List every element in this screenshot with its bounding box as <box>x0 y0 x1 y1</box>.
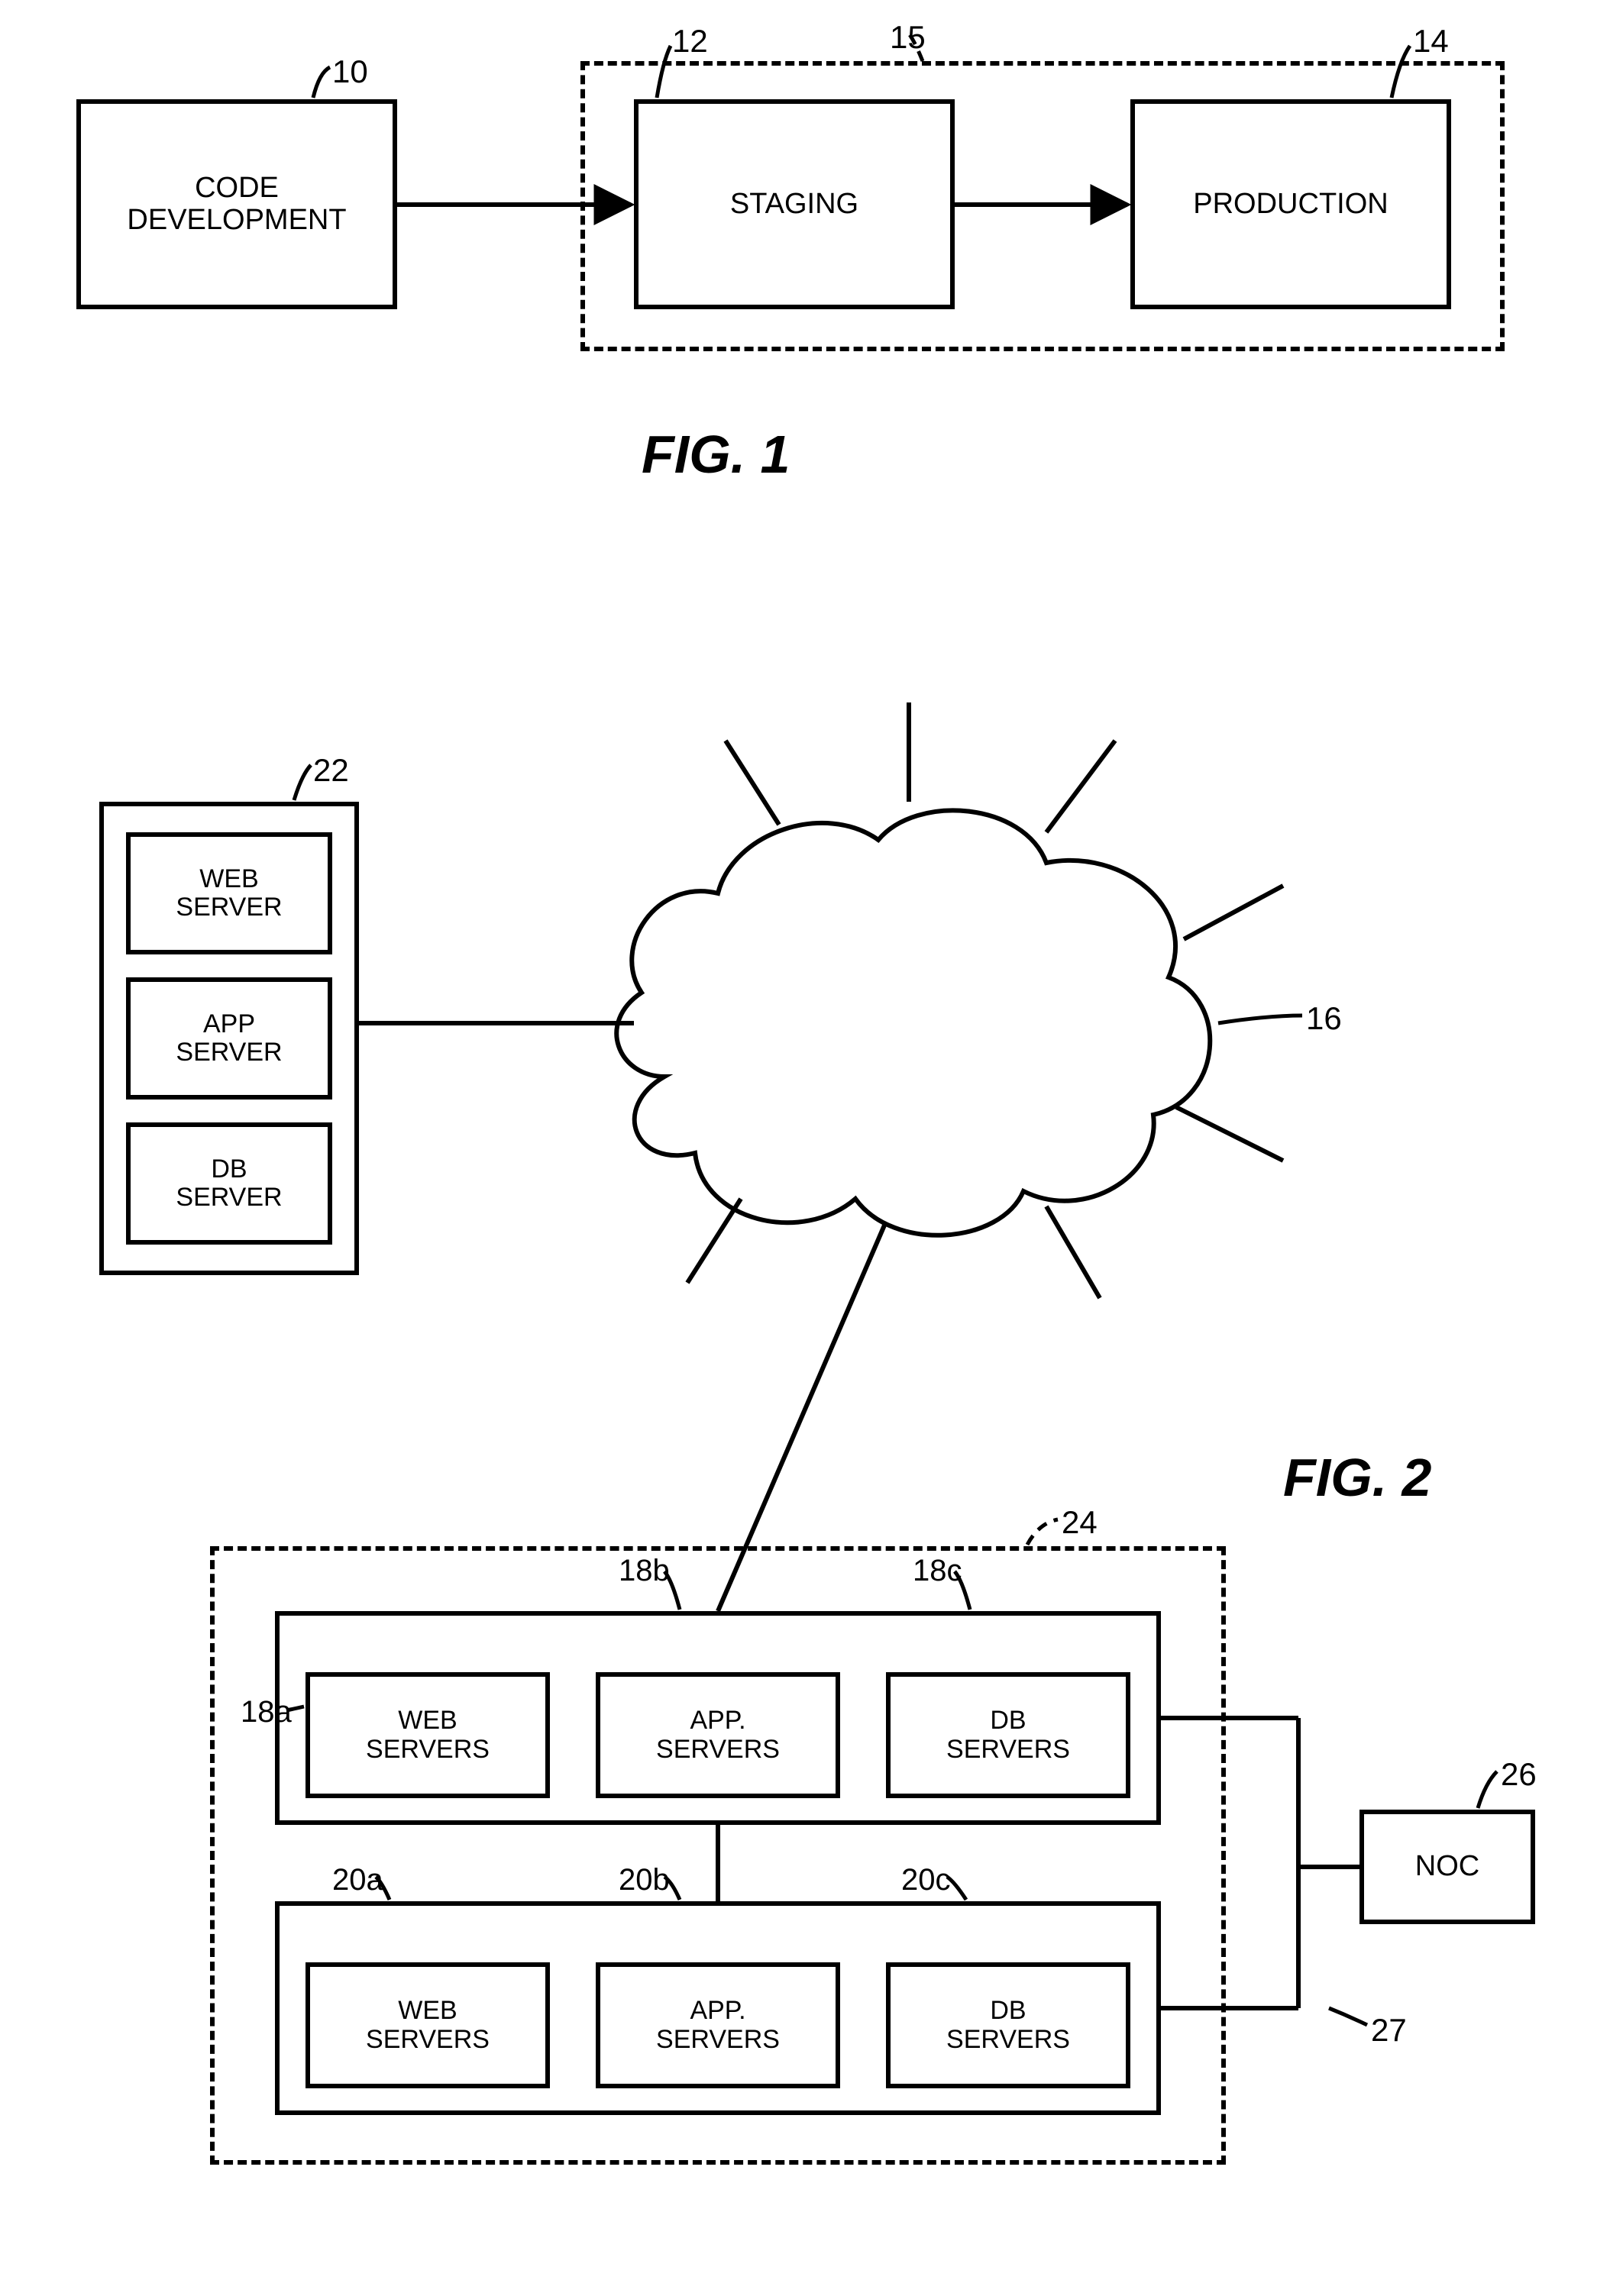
ref-26: 26 <box>1501 1756 1537 1793</box>
box-staging: STAGING <box>634 99 955 309</box>
row18-web: WEB SERVERS <box>306 1672 550 1798</box>
ref-22: 22 <box>313 752 349 789</box>
ref-24: 24 <box>1062 1504 1098 1541</box>
row18-app: APP. SERVERS <box>596 1672 840 1798</box>
fig2-title: FIG. 2 <box>1283 1447 1431 1508</box>
row20-web: WEB SERVERS <box>306 1962 550 2088</box>
ref-20a: 20a <box>332 1863 383 1897</box>
ref-18b: 18b <box>619 1554 670 1588</box>
ref-27: 27 <box>1371 2012 1407 2049</box>
box-label: APP. SERVERS <box>656 1707 780 1764</box>
box-label: WEB SERVERS <box>366 1707 490 1764</box>
box-label: DB SERVERS <box>946 1707 1070 1764</box>
stack22-item-web: WEB SERVER <box>126 832 332 954</box>
ref-16: 16 <box>1306 1000 1342 1037</box>
box-production: PRODUCTION <box>1130 99 1451 309</box>
ref-12: 12 <box>672 23 708 60</box>
ref-18c: 18c <box>913 1554 962 1588</box>
ref-15: 15 <box>890 19 926 56</box>
ref-18a: 18a <box>241 1695 292 1729</box>
fig1-title: FIG. 1 <box>642 424 790 485</box>
row20-db: DB SERVERS <box>886 1962 1130 2088</box>
box-label: DB SERVER <box>176 1155 282 1213</box>
box-label: STAGING <box>730 189 858 221</box>
box-label: WEB SERVER <box>176 865 282 922</box>
box-label: WEB SERVERS <box>366 1997 490 2054</box>
box-label: APP. SERVERS <box>656 1997 780 2054</box>
ref-20c: 20c <box>901 1863 951 1897</box>
box-label: APP SERVER <box>176 1010 282 1067</box>
box-label: PRODUCTION <box>1193 189 1388 221</box>
box-label: DB SERVERS <box>946 1997 1070 2054</box>
box-label: CODE DEVELOPMENT <box>127 173 346 237</box>
box-code-development: CODE DEVELOPMENT <box>76 99 397 309</box>
box-label: NOC <box>1415 1851 1479 1883</box>
cloud-label: NETWORK <box>848 996 1004 1031</box>
stack22-item-app: APP SERVER <box>126 977 332 1100</box>
ref-10: 10 <box>332 53 368 90</box>
ref-14: 14 <box>1413 23 1449 60</box>
diagram-canvas: CODE DEVELOPMENT STAGING PRODUCTION 10 1… <box>31 31 1579 2265</box>
row20-app: APP. SERVERS <box>596 1962 840 2088</box>
stack22-item-db: DB SERVER <box>126 1122 332 1245</box>
row18-db: DB SERVERS <box>886 1672 1130 1798</box>
ref-20b: 20b <box>619 1863 670 1897</box>
box-noc: NOC <box>1359 1810 1535 1924</box>
